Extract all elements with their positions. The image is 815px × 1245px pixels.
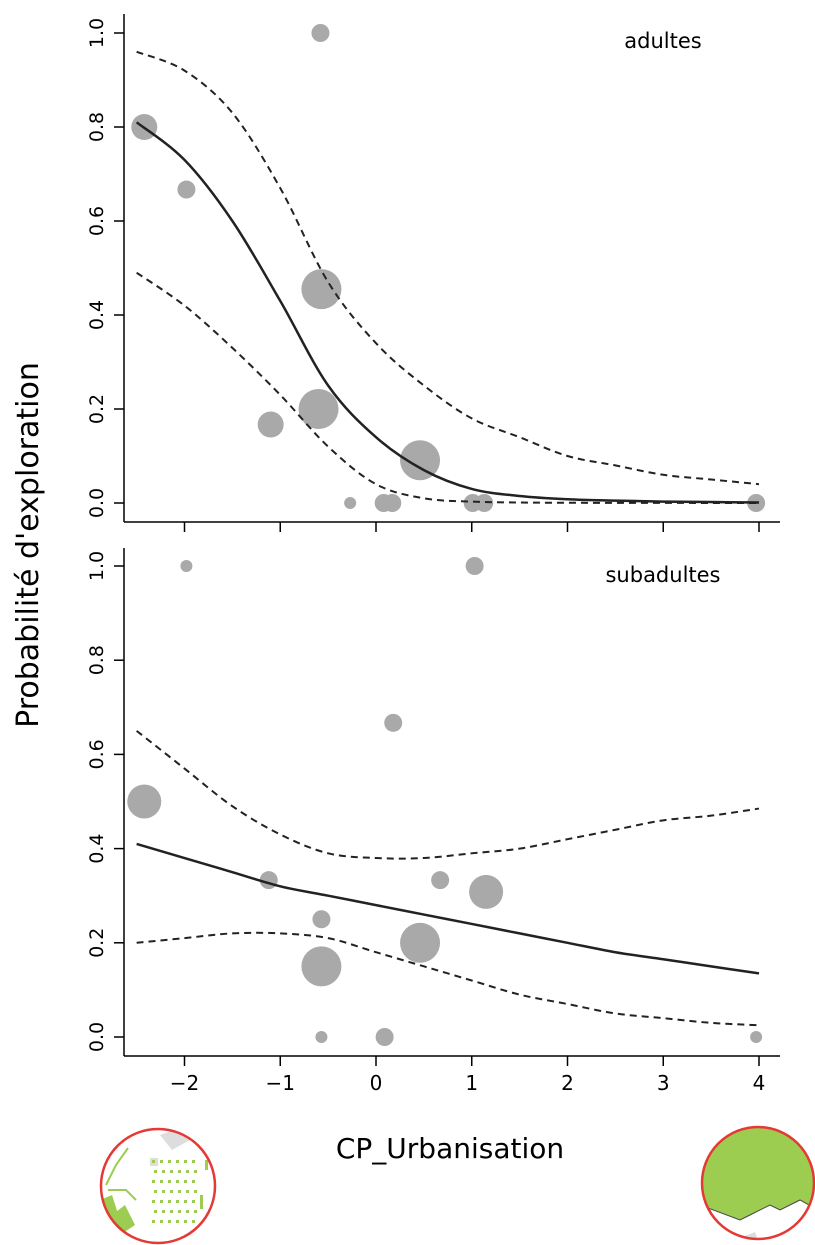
data-point: [127, 784, 162, 819]
data-point: [180, 560, 193, 572]
y-axis-label: Probabilité d'exploration: [11, 362, 46, 728]
y-tick-label: 0.8: [86, 645, 108, 675]
x-tick-label: 4: [753, 1071, 766, 1095]
y-tick-label: 1.0: [86, 551, 108, 581]
data-point: [431, 871, 450, 890]
data-point: [257, 411, 284, 438]
data-point: [315, 1031, 328, 1043]
y-tick-label: 0.6: [86, 206, 108, 236]
x-tick-label: 0: [370, 1071, 383, 1095]
x-tick-label: −2: [170, 1071, 199, 1095]
data-point: [383, 494, 402, 512]
x-tick-label: 2: [561, 1071, 574, 1095]
x-tick-label: 3: [657, 1071, 670, 1095]
data-point: [301, 946, 342, 987]
ci-lower-line: [136, 931, 760, 1027]
ci-upper-line: [136, 730, 760, 860]
map-border: [99, 1127, 217, 1245]
y-tick-label: 0.4: [86, 833, 108, 863]
panel-subadultes: 0.0 0.2 0.4 0.6 0.8 1.0 −2 −1 0 1 2 3 4 subadultes: [86, 548, 780, 1095]
x-tick-label: −1: [266, 1071, 295, 1095]
x-axis-label: CP_Urbanisation: [336, 1132, 564, 1165]
panel-adultes: 0.0 0.2 0.4 0.6 0.8 1.0 adultes: [86, 14, 780, 532]
y-tick-label: 0.6: [86, 739, 108, 769]
data-point: [400, 922, 441, 963]
green-area-map-thumbnail-icon: [700, 1125, 815, 1241]
x-tick-label: 1: [465, 1071, 478, 1095]
data-point: [475, 494, 494, 512]
fit-line: [135, 121, 760, 504]
ci-upper-line: [136, 50, 760, 486]
y-tick-label: 0.2: [86, 394, 108, 424]
data-point: [384, 713, 403, 732]
data-point: [177, 180, 196, 199]
y-tick-label: 0.0: [86, 488, 108, 518]
y-tick-label: 0.8: [86, 112, 108, 142]
data-point: [344, 497, 357, 509]
data-point: [312, 910, 331, 929]
data-point: [311, 24, 330, 42]
data-point: [400, 440, 441, 481]
y-tick-label: 0.2: [86, 928, 108, 958]
data-point: [465, 557, 484, 575]
panel-label: adultes: [624, 29, 701, 53]
panel-label: subadultes: [605, 563, 720, 587]
y-tick-label: 0.4: [86, 300, 108, 330]
fit-line: [136, 842, 760, 975]
data-point: [469, 874, 504, 909]
ci-lower-line: [136, 271, 760, 504]
data-point: [301, 269, 342, 310]
data-point: [375, 1028, 394, 1046]
urban-map-thumbnail-icon: [99, 1127, 217, 1245]
data-point: [298, 389, 339, 429]
y-tick-label: 1.0: [86, 18, 108, 48]
map-border: [700, 1125, 815, 1241]
y-tick-label: 0.0: [86, 1022, 108, 1052]
data-point: [750, 1031, 763, 1043]
